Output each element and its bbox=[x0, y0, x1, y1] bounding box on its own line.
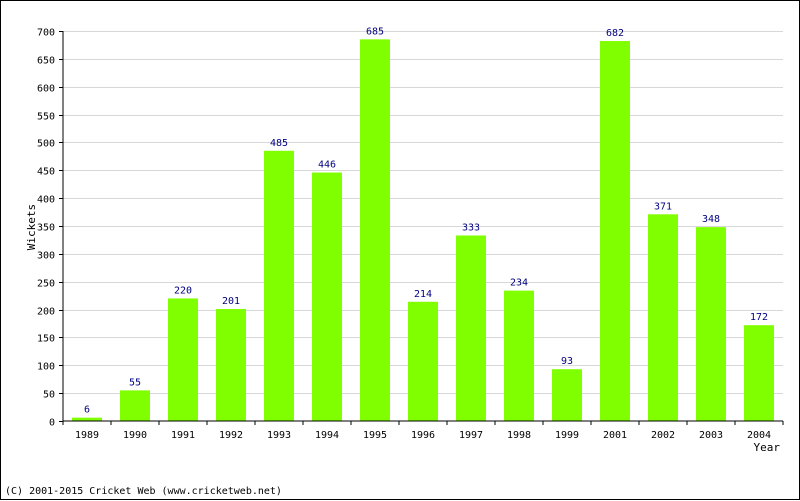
y-axis-title: Wickets bbox=[25, 204, 38, 250]
x-tick-label: 2001 bbox=[603, 430, 627, 441]
y-tick-label: 550 bbox=[37, 112, 55, 123]
data-label: 348 bbox=[702, 214, 720, 225]
y-tick-label: 650 bbox=[37, 56, 55, 67]
x-tick-label: 1992 bbox=[219, 430, 243, 441]
data-label: 446 bbox=[318, 160, 336, 171]
data-label: 214 bbox=[414, 289, 432, 300]
data-label: 172 bbox=[750, 312, 768, 323]
x-tick-label: 1990 bbox=[123, 430, 147, 441]
y-tick-label: 350 bbox=[37, 223, 55, 234]
data-labels: 6 55 220 201 485 446 685 214 333 234 93 682 371 348 17… bbox=[84, 26, 768, 415]
bars bbox=[72, 39, 774, 422]
x-tick-label: 1991 bbox=[171, 430, 195, 441]
bar bbox=[504, 290, 534, 421]
x-tick-label: 1994 bbox=[315, 430, 339, 441]
gridlines bbox=[63, 31, 783, 394]
data-label: 234 bbox=[510, 278, 528, 289]
y-tick-label: 400 bbox=[37, 195, 55, 206]
x-tick-label: 1997 bbox=[459, 430, 483, 441]
data-label: 685 bbox=[366, 26, 384, 37]
data-label: 55 bbox=[129, 377, 141, 388]
x-tick-label: 1998 bbox=[507, 430, 531, 441]
x-tick-labels: 1989 1990 1991 1992 1993 1994 1995 1996 1997 1998… bbox=[62, 421, 784, 441]
x-tick-label: 1995 bbox=[363, 430, 387, 441]
data-label: 6 bbox=[84, 405, 90, 416]
data-label: 201 bbox=[222, 296, 240, 307]
bar bbox=[696, 227, 726, 421]
bar bbox=[648, 214, 678, 421]
y-tick-label: 500 bbox=[37, 139, 55, 150]
copyright-credit: (C) 2001-2015 Cricket Web (www.cricketwe… bbox=[5, 486, 282, 497]
bar bbox=[72, 417, 102, 421]
x-tick-label: 2003 bbox=[699, 430, 723, 441]
bar bbox=[552, 369, 582, 421]
bar bbox=[312, 172, 342, 421]
y-tick-label: 100 bbox=[37, 362, 55, 373]
data-label: 333 bbox=[462, 222, 480, 233]
bar bbox=[264, 150, 294, 422]
y-tick-label: 150 bbox=[37, 334, 55, 345]
x-tick-label: 1996 bbox=[411, 430, 435, 441]
data-label: 682 bbox=[606, 28, 624, 39]
bar bbox=[408, 301, 438, 421]
x-axis-title: Year bbox=[754, 441, 781, 454]
data-label: 220 bbox=[174, 285, 192, 296]
x-tick-label: 1989 bbox=[75, 430, 99, 441]
y-tick-label: 300 bbox=[37, 251, 55, 262]
bar bbox=[600, 41, 630, 422]
bar bbox=[168, 298, 198, 421]
bar bbox=[120, 390, 150, 421]
data-label: 93 bbox=[561, 356, 573, 367]
x-tick-label: 2002 bbox=[651, 430, 675, 441]
bar bbox=[456, 235, 486, 421]
y-tick-label: 700 bbox=[37, 28, 55, 39]
x-tick-label: 1999 bbox=[555, 430, 579, 441]
bar bbox=[216, 309, 246, 421]
y-tick-label: 200 bbox=[37, 307, 55, 318]
y-tick-labels: 0 50 100 150 200 250 300 350 400 450 500 550 600 650 7… bbox=[37, 28, 63, 429]
data-label: 485 bbox=[270, 138, 288, 149]
bar bbox=[744, 325, 774, 421]
y-tick-label: 50 bbox=[43, 390, 55, 401]
bar bbox=[360, 39, 390, 421]
x-tick-label: 1993 bbox=[267, 430, 291, 441]
data-label: 371 bbox=[654, 201, 672, 212]
y-tick-label: 250 bbox=[37, 279, 55, 290]
y-tick-label: 600 bbox=[37, 84, 55, 95]
y-tick-label: 0 bbox=[49, 418, 55, 429]
x-tick-label: 2004 bbox=[747, 430, 771, 441]
y-tick-label: 450 bbox=[37, 167, 55, 178]
